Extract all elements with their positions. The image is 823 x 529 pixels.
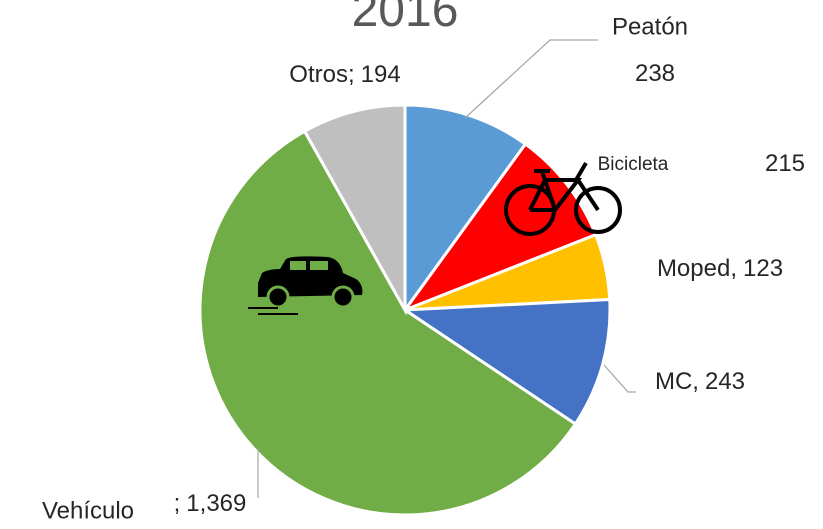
leader-line [604,365,636,392]
label-category: MC [655,368,692,395]
data-label: 215 [765,150,805,177]
chart: 2016 Peatón238Bicicleta215Moped,123MC,24… [0,0,823,529]
label-separator: , [692,368,699,395]
page: {"chart_data": {"type": "pie", "title": … [0,0,823,529]
data-label: MC,243 [655,368,745,395]
label-category: Bicicleta [598,154,669,175]
label-value: 243 [705,368,745,395]
data-label: Moped,123 [657,255,783,282]
label-value: 1,369 [186,490,246,517]
label-separator: ; [174,490,181,517]
leader-line [465,40,598,118]
label-value: 123 [743,255,783,282]
slices [200,105,610,515]
label-separator: ; [348,61,355,88]
label-value: 215 [765,150,805,177]
chart-title: 2016 [352,0,459,37]
label-separator: , [730,255,737,282]
label-category: Vehículo [42,497,134,524]
label-value: 238 [635,60,675,87]
data-label: ;1,369 [174,490,247,517]
data-label: Otros;194 [289,61,400,88]
label-value: 194 [361,61,401,88]
label-category: Otros [289,61,348,88]
label-category: Peatón [612,13,688,40]
label-category: Moped [657,255,730,282]
data-label: 238 [635,60,675,87]
